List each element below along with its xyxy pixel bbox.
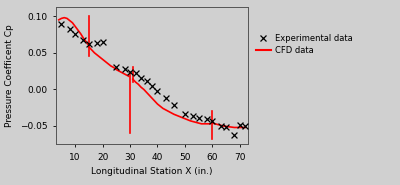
Point xyxy=(196,117,202,120)
Point xyxy=(217,125,224,127)
Point xyxy=(171,104,177,107)
Point xyxy=(100,40,106,43)
Point xyxy=(162,97,169,100)
Point xyxy=(113,65,120,68)
Point xyxy=(190,115,196,118)
Y-axis label: Pressure Coefficent Cp: Pressure Coefficent Cp xyxy=(6,24,14,127)
Point xyxy=(127,70,133,73)
Point xyxy=(66,27,73,30)
Point xyxy=(182,112,188,115)
Point xyxy=(204,117,210,120)
Point xyxy=(209,119,216,122)
Point xyxy=(138,76,144,79)
Point xyxy=(86,43,92,46)
Point xyxy=(223,126,229,129)
Point xyxy=(94,42,100,45)
Point xyxy=(121,67,128,70)
Point xyxy=(72,33,78,36)
Point xyxy=(149,84,155,87)
Point xyxy=(154,89,161,92)
Legend: Experimental data, CFD data: Experimental data, CFD data xyxy=(254,32,354,57)
Point xyxy=(58,22,65,25)
X-axis label: Longitudinal Station X (in.): Longitudinal Station X (in.) xyxy=(91,167,213,176)
Point xyxy=(242,125,248,127)
Point xyxy=(143,80,150,83)
Point xyxy=(132,72,139,75)
Point xyxy=(231,133,238,136)
Point xyxy=(80,38,87,41)
Point xyxy=(236,123,243,126)
